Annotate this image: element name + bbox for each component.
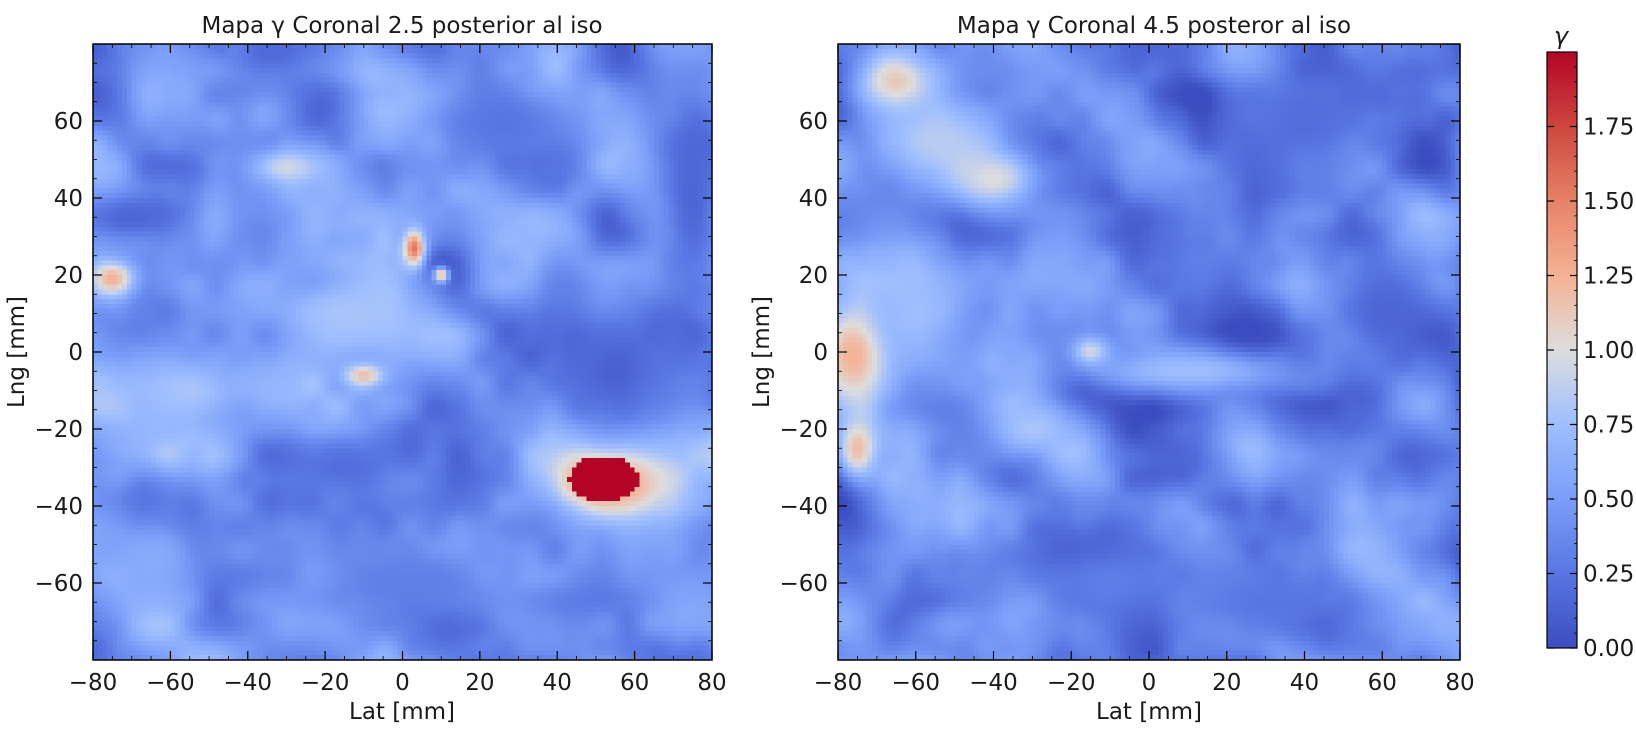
x-tick-label: 60 <box>1368 670 1397 696</box>
x-tick-label: 40 <box>543 670 572 696</box>
colorbar-tick-label: 0.25 <box>1583 562 1634 588</box>
colorbar-tick-label: 1.75 <box>1583 115 1634 141</box>
y-tick-label: 0 <box>813 340 828 366</box>
axis-ticks-left: −80 −60 −40 −20 0 20 40 60 80 −60 −40 −20 0 20 40 60 <box>34 43 727 696</box>
x-tick-label: 40 <box>1290 670 1319 696</box>
colorbar-ticks: 0.00 0.25 0.50 0.75 1.00 1.25 1.50 1.75 <box>1547 51 1634 662</box>
x-tick-label: 60 <box>620 670 649 696</box>
x-tick-label: 0 <box>1142 670 1157 696</box>
axis-ticks-right: −80 −60 −40 −20 0 20 40 60 80 −60 −40 −20 0 20 40 60 <box>779 43 1475 696</box>
y-axis-label-right: Lng [mm] <box>749 296 775 408</box>
x-axis-label-right: Lat [mm] <box>1096 699 1202 725</box>
y-tick-label: 60 <box>54 109 83 135</box>
y-tick-label: 60 <box>799 109 828 135</box>
y-tick-label: 20 <box>799 263 828 289</box>
colorbar-tick-label: 0.00 <box>1583 636 1634 662</box>
y-tick-label: 20 <box>54 263 83 289</box>
y-tick-label: −60 <box>34 571 83 597</box>
y-tick-label: −40 <box>34 494 83 520</box>
x-tick-label: 20 <box>1212 670 1241 696</box>
colorbar-label: γ <box>1554 22 1570 50</box>
panel-title-left: Mapa γ Coronal 2.5 posterior al iso <box>201 13 602 39</box>
heatmap-image-right <box>838 44 1460 660</box>
y-tick-label: −20 <box>34 417 83 443</box>
x-tick-label: 80 <box>697 670 726 696</box>
colorbar: γ 0.00 0.25 0.50 0.75 1.00 1.25 1.50 1.75 <box>1546 22 1634 662</box>
heatmap-image-left <box>93 44 712 660</box>
x-axis-label-left: Lat [mm] <box>349 699 455 725</box>
y-axis-label-left: Lng [mm] <box>4 296 30 408</box>
y-tick-label: −20 <box>779 417 828 443</box>
y-tick-label: 40 <box>799 186 828 212</box>
colorbar-tick-label: 1.00 <box>1583 338 1634 364</box>
x-tick-label: 0 <box>395 670 410 696</box>
y-tick-label: −60 <box>779 571 828 597</box>
y-tick-label: 40 <box>54 186 83 212</box>
x-tick-label: −40 <box>223 670 272 696</box>
colorbar-tick-label: 0.75 <box>1583 413 1634 439</box>
y-tick-label: 0 <box>68 340 83 366</box>
colorbar-tick-label: 0.50 <box>1583 487 1634 513</box>
x-tick-label: −60 <box>146 670 195 696</box>
x-tick-label: −20 <box>301 670 350 696</box>
colorbar-tick-label: 1.50 <box>1583 189 1634 215</box>
x-tick-label: −80 <box>69 670 118 696</box>
colorbar-tick-label: 1.25 <box>1583 264 1634 290</box>
y-tick-label: −40 <box>779 494 828 520</box>
x-tick-label: −60 <box>891 670 940 696</box>
x-tick-label: −40 <box>969 670 1018 696</box>
heatmap-panel-left: Mapa γ Coronal 2.5 posterior al iso −80−… <box>4 13 727 725</box>
x-tick-label: −80 <box>814 670 863 696</box>
x-tick-label: −20 <box>1047 670 1096 696</box>
heatmap-panel-right: Mapa γ Coronal 4.5 posteror al iso −80 −6… <box>749 13 1475 725</box>
x-tick-label: 80 <box>1445 670 1474 696</box>
panel-title-right: Mapa γ Coronal 4.5 posteror al iso <box>957 13 1351 39</box>
x-tick-label: 20 <box>465 670 494 696</box>
